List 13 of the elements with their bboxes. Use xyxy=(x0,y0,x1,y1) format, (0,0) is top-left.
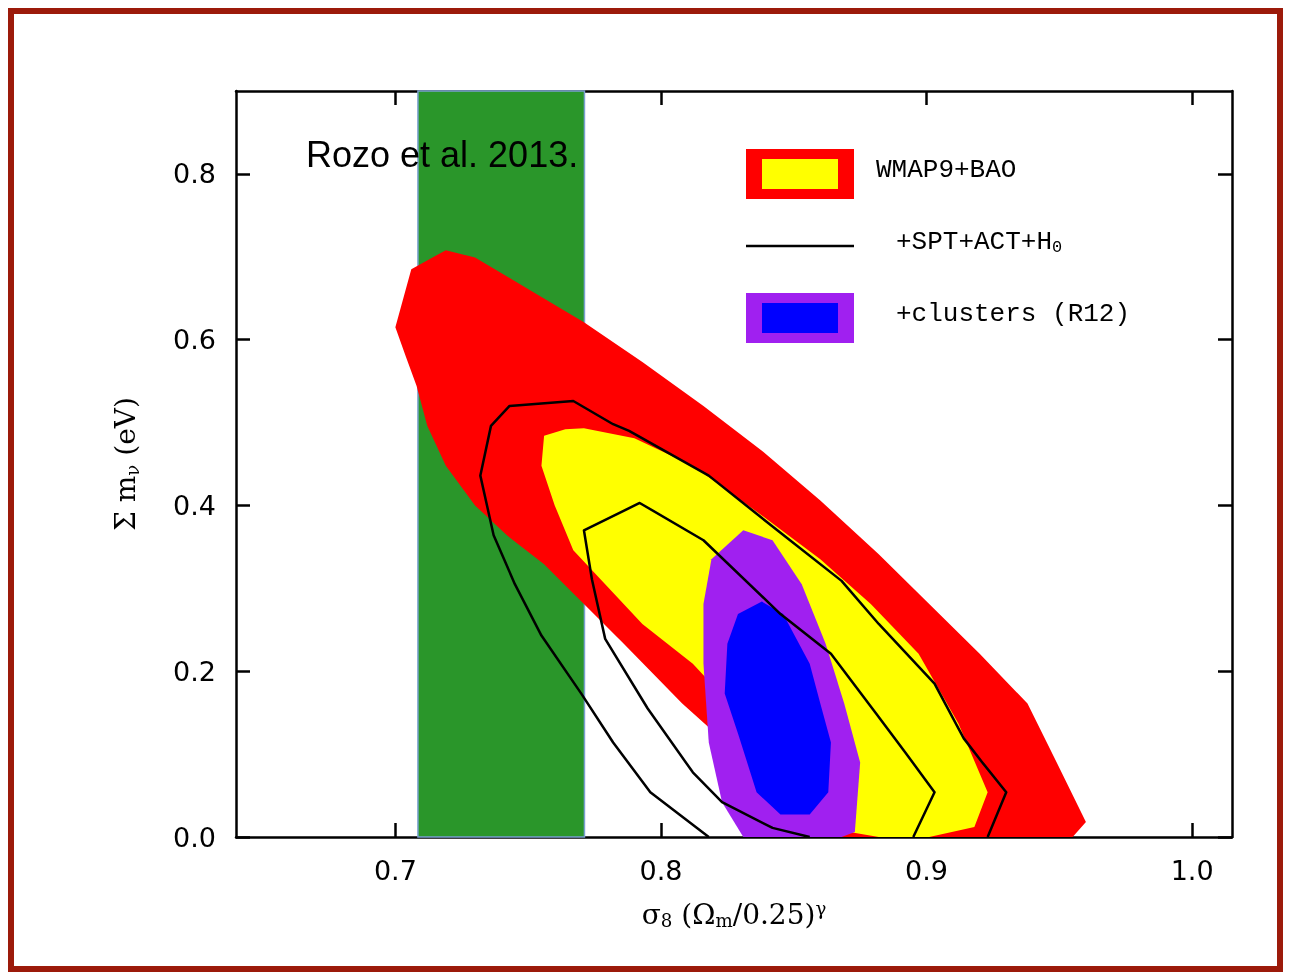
y-tick-label: 0.6 xyxy=(173,324,216,356)
x-tick-label: 0.7 xyxy=(373,855,417,886)
y-tick-label: 0.2 xyxy=(173,655,216,687)
x-tick-label: 1.0 xyxy=(1170,855,1214,886)
x-tick-label: 0.9 xyxy=(905,855,949,886)
y-tick-label: 0.4 xyxy=(173,489,216,521)
y-axis-title: Σ mν (eV) xyxy=(109,397,143,531)
legend-label: WMAP9+BAO xyxy=(876,155,1017,185)
y-tick-label: 0.8 xyxy=(173,158,216,190)
y-tick-label: 0.0 xyxy=(173,821,216,853)
legend-label: +clusters (R12) xyxy=(896,299,1131,329)
x-tick-label: 0.8 xyxy=(639,855,683,886)
legend-label: +SPT+ACT+H0 xyxy=(896,227,1063,258)
